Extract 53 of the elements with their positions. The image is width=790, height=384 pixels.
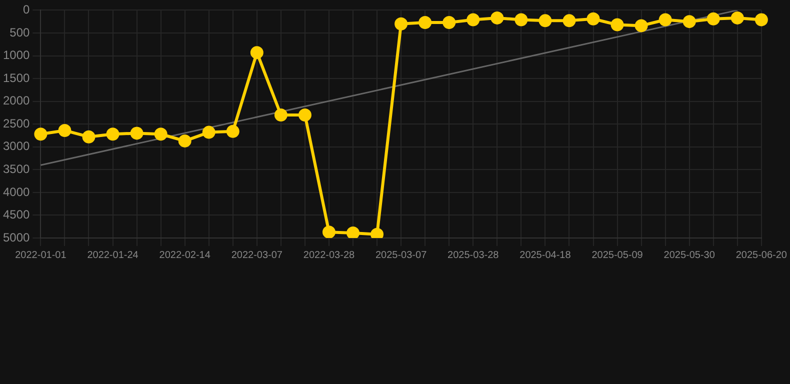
point [586,12,600,26]
point [394,17,408,30]
y-tick-label: 0 [23,2,30,17]
point [658,13,672,26]
point [730,11,744,24]
point [754,13,768,26]
y-tick-label: 5000 [2,230,30,244]
point [106,128,120,141]
point [34,128,48,141]
point [298,108,312,122]
y-tick-label: 500 [10,25,30,40]
x-tick-label: 2025-04-18 [520,250,572,261]
x-tick-label: 2022-03-28 [303,250,355,261]
y-tick-label: 4000 [2,184,30,199]
point [370,228,384,238]
point [514,13,528,26]
point [322,226,336,238]
point [130,126,144,140]
point [202,126,216,139]
y-tick-label: 2000 [2,94,30,108]
y-tick-label: 2500 [2,116,30,130]
point [634,19,648,32]
point [706,12,720,26]
point [346,226,360,238]
point [682,15,696,28]
x-tick-label: 2025-05-09 [592,250,644,261]
point [154,128,168,141]
x-tick-label: 2025-06-20 [736,250,788,261]
point [226,124,240,138]
y-tick-label: 3000 [2,139,30,154]
x-tick-label: 2022-01-24 [87,250,139,261]
y-tick-label: 3500 [2,162,30,176]
point [418,16,432,29]
point [466,13,480,26]
point [58,124,72,137]
point [610,18,624,32]
point [442,16,456,29]
y-tick-label: 4500 [2,208,30,222]
point [178,134,192,148]
point [538,14,552,28]
y-tick-label: 1500 [2,70,30,85]
y-tick-label: 1000 [2,48,30,62]
point [562,14,576,28]
x-tick-label: 2022-03-07 [231,250,283,261]
point [274,108,288,122]
point [250,46,264,60]
x-tick-label: 2025-03-07 [375,250,428,261]
x-tick-label: 2022-01-01 [15,250,67,261]
point [82,130,96,144]
point [490,11,504,24]
x-tick-label: 2022-02-14 [159,250,211,261]
x-tick-label: 2025-03-28 [448,250,500,261]
x-tick-label: 2025-05-30 [664,250,716,261]
